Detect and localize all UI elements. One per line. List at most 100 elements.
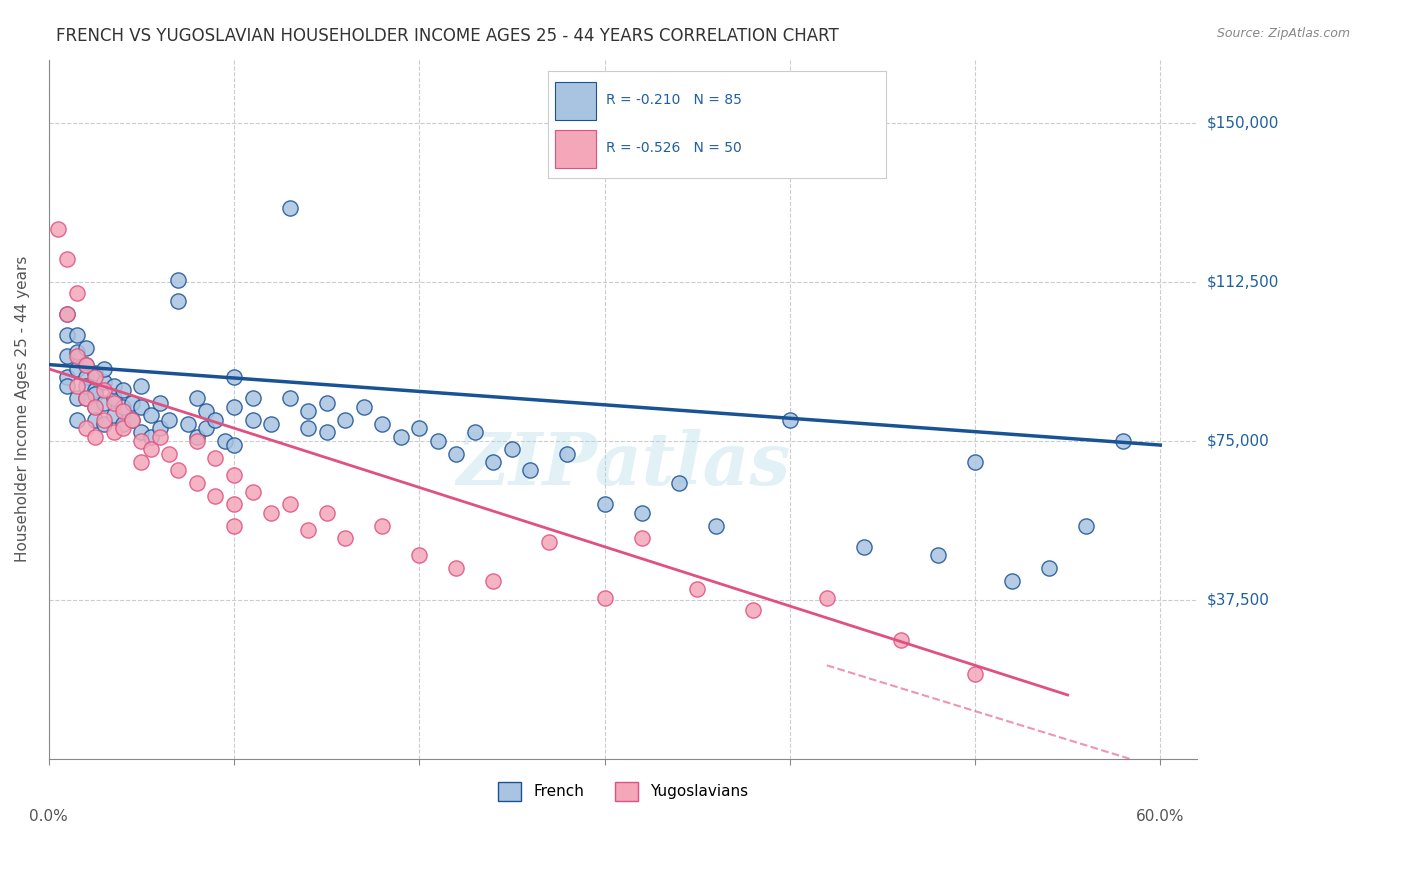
Yugoslavians xyxy=(84,370,107,384)
FancyBboxPatch shape xyxy=(555,130,596,168)
French xyxy=(408,421,430,435)
Yugoslavians xyxy=(103,425,125,440)
French xyxy=(1001,574,1024,588)
French xyxy=(65,361,87,376)
French xyxy=(446,446,468,460)
Yugoslavians xyxy=(222,467,245,482)
French xyxy=(1038,561,1060,575)
Yugoslavians xyxy=(890,632,912,647)
French xyxy=(1112,434,1135,448)
Yugoslavians xyxy=(149,429,172,443)
French xyxy=(65,327,87,342)
French xyxy=(353,400,375,414)
French xyxy=(186,392,208,406)
French xyxy=(176,417,198,431)
Yugoslavians xyxy=(278,497,301,511)
Yugoslavians xyxy=(297,523,319,537)
French xyxy=(278,392,301,406)
French xyxy=(482,455,505,469)
French xyxy=(278,201,301,215)
Yugoslavians xyxy=(75,392,97,406)
French xyxy=(333,412,356,426)
French xyxy=(149,395,172,409)
French xyxy=(222,438,245,452)
French xyxy=(668,476,690,491)
French xyxy=(260,417,283,431)
Yugoslavians xyxy=(65,285,87,300)
French xyxy=(371,417,394,431)
Yugoslavians xyxy=(56,307,79,321)
Text: $150,000: $150,000 xyxy=(1206,116,1279,130)
French xyxy=(93,361,115,376)
French xyxy=(121,412,143,426)
French xyxy=(426,434,449,448)
Yugoslavians xyxy=(121,412,143,426)
French xyxy=(84,366,107,380)
Yugoslavians xyxy=(222,497,245,511)
Yugoslavians xyxy=(186,434,208,448)
French xyxy=(242,392,264,406)
French xyxy=(195,404,218,418)
Text: R = -0.526   N = 50: R = -0.526 N = 50 xyxy=(606,142,741,155)
French xyxy=(927,548,949,562)
Yugoslavians xyxy=(482,574,505,588)
Text: 60.0%: 60.0% xyxy=(1136,809,1185,824)
Yugoslavians xyxy=(103,395,125,409)
French xyxy=(297,421,319,435)
Text: $37,500: $37,500 xyxy=(1206,592,1270,607)
French xyxy=(84,412,107,426)
French xyxy=(315,395,337,409)
French xyxy=(75,392,97,406)
French xyxy=(214,434,236,448)
French xyxy=(103,409,125,423)
French xyxy=(389,429,412,443)
Legend: French, Yugoslavians: French, Yugoslavians xyxy=(492,776,754,806)
Yugoslavians xyxy=(65,349,87,363)
French xyxy=(519,463,541,477)
Yugoslavians xyxy=(333,531,356,545)
Yugoslavians xyxy=(131,434,153,448)
French xyxy=(704,518,727,533)
Text: 0.0%: 0.0% xyxy=(30,809,67,824)
French xyxy=(93,375,115,389)
Yugoslavians xyxy=(131,455,153,469)
Yugoslavians xyxy=(139,442,162,457)
Yugoslavians xyxy=(111,421,134,435)
French xyxy=(852,540,875,554)
French xyxy=(84,400,107,414)
French xyxy=(315,425,337,440)
French xyxy=(93,395,115,409)
French xyxy=(131,425,153,440)
French xyxy=(501,442,523,457)
French xyxy=(121,395,143,409)
French xyxy=(167,293,190,308)
Yugoslavians xyxy=(84,429,107,443)
Yugoslavians xyxy=(315,506,337,520)
French xyxy=(65,344,87,359)
French xyxy=(557,446,579,460)
FancyBboxPatch shape xyxy=(555,82,596,120)
Y-axis label: Householder Income Ages 25 - 44 years: Householder Income Ages 25 - 44 years xyxy=(15,256,30,562)
Yugoslavians xyxy=(686,582,709,596)
French xyxy=(103,378,125,392)
Yugoslavians xyxy=(84,400,107,414)
French xyxy=(149,421,172,435)
French xyxy=(167,273,190,287)
Yugoslavians xyxy=(371,518,394,533)
French xyxy=(56,307,79,321)
French xyxy=(103,392,125,406)
Yugoslavians xyxy=(93,412,115,426)
French xyxy=(65,412,87,426)
French xyxy=(131,400,153,414)
French xyxy=(186,429,208,443)
French xyxy=(111,383,134,397)
Yugoslavians xyxy=(93,383,115,397)
French xyxy=(630,506,652,520)
Yugoslavians xyxy=(204,489,226,503)
Yugoslavians xyxy=(242,484,264,499)
Yugoslavians xyxy=(75,358,97,372)
Yugoslavians xyxy=(46,222,69,236)
Yugoslavians xyxy=(65,378,87,392)
Yugoslavians xyxy=(56,252,79,266)
French xyxy=(65,392,87,406)
